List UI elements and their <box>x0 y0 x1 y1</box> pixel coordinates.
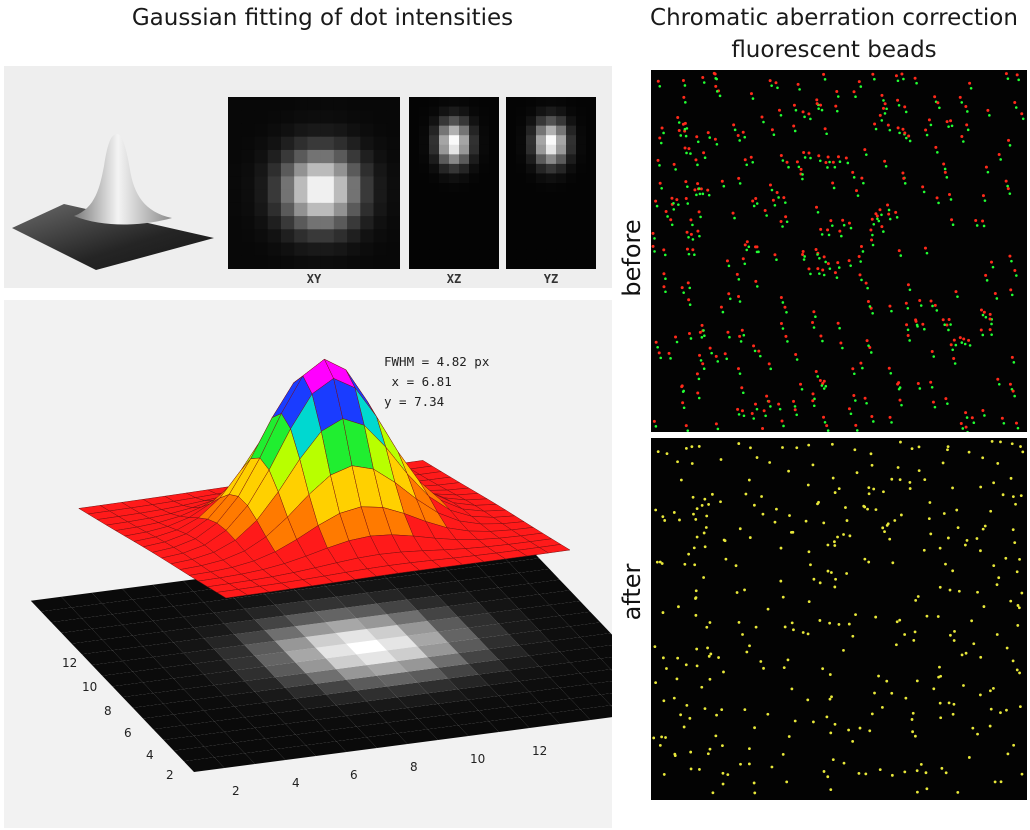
yz-projection-label: YZ <box>543 272 559 286</box>
front-axis-tick: 10 <box>470 752 486 766</box>
before-label: before <box>618 219 646 297</box>
after-label: after <box>618 563 646 621</box>
beads-before-image <box>651 70 1027 432</box>
left-axis-tick: 10 <box>82 680 98 694</box>
xz-projection-image <box>409 97 499 269</box>
yz-projection-image <box>506 97 596 269</box>
beads-after-image <box>651 438 1027 800</box>
left-axis-tick: 4 <box>146 748 154 762</box>
gaussian-3d-render <box>12 134 214 270</box>
front-axis-tick: 2 <box>232 784 240 798</box>
front-axis-tick: 6 <box>350 768 358 782</box>
xz-projection-label: XZ <box>446 272 462 286</box>
left-section-title: Gaussian fitting of dot intensities <box>131 5 514 31</box>
fit-surface-plot <box>30 358 612 772</box>
xy-projection-label: XY <box>306 272 322 286</box>
fwhm-readout: FWHM = 4.82 px <box>384 354 490 369</box>
left-axis-tick: 2 <box>166 768 174 782</box>
left-axis-tick: 6 <box>124 726 132 740</box>
right-section-subtitle: fluorescent beads <box>731 37 937 63</box>
gaussian-fit-surface-panel: FWHM = 4.82 px x = 6.81 y = 7.34 12 10 8… <box>4 300 612 828</box>
front-axis-tick: 8 <box>410 760 418 774</box>
left-axis-tick: 8 <box>104 704 112 718</box>
left-axis-tick: 12 <box>62 656 78 670</box>
x-center-readout: x = 6.81 <box>384 374 452 389</box>
gaussian-projection-panel: XY XZ YZ <box>4 66 612 288</box>
front-axis-tick: 12 <box>532 744 548 758</box>
xy-projection-image <box>228 97 400 269</box>
front-axis-tick: 4 <box>292 776 300 790</box>
right-section-title: Chromatic aberration correction <box>650 5 1018 31</box>
y-center-readout: y = 7.34 <box>384 394 445 409</box>
